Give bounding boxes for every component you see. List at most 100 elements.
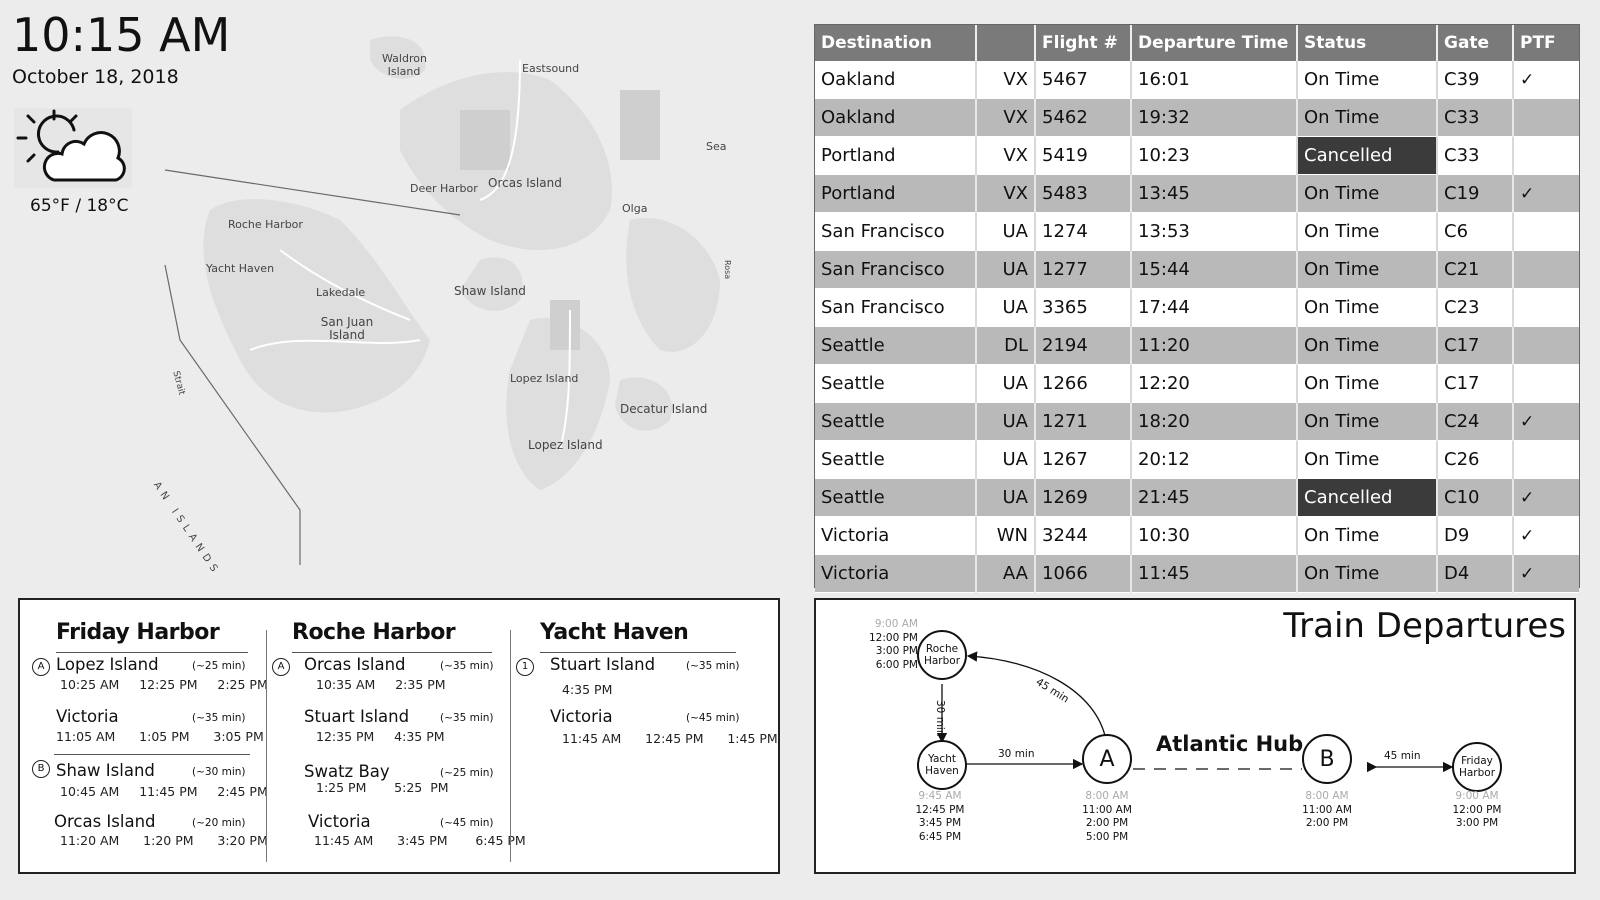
route-times: 4:35 PM bbox=[562, 682, 613, 697]
flight-carrier-cell: DL bbox=[976, 326, 1036, 365]
flight-gate-cell: D9 bbox=[1437, 516, 1514, 555]
flight-num-cell: 1269 bbox=[1035, 478, 1132, 517]
route-times: 10:45 AM 11:45 PM 2:45 PM bbox=[60, 784, 268, 799]
time: 5:00 PM bbox=[1085, 830, 1129, 843]
station-yacht-haven[interactable]: Yacht Haven bbox=[917, 740, 967, 790]
station-friday-harbor[interactable]: Friday Harbor bbox=[1452, 742, 1502, 792]
column-header bbox=[976, 25, 1036, 61]
flight-row[interactable]: Oakland VX 5462 19:32 On Time C33 bbox=[815, 98, 1579, 137]
map-label: Sea bbox=[706, 140, 727, 153]
flight-num-cell: 1274 bbox=[1035, 212, 1132, 251]
map-label: Orcas Island bbox=[488, 176, 562, 190]
flight-ptf-cell bbox=[1513, 98, 1579, 137]
map-label: Shaw Island bbox=[454, 284, 526, 298]
flight-row[interactable]: Portland VX 5419 10:23 Cancelled C33 bbox=[815, 136, 1579, 175]
time: 6:00 PM bbox=[875, 658, 918, 671]
time: 8:00 AM bbox=[1085, 790, 1129, 802]
weather-temperature: 65°F / 18°C bbox=[30, 196, 129, 216]
flight-gate-cell: C33 bbox=[1437, 136, 1514, 175]
map-label: Olga bbox=[622, 202, 648, 215]
column-header: Gate bbox=[1437, 25, 1514, 61]
divider bbox=[540, 652, 736, 653]
flight-gate-cell: C24 bbox=[1437, 402, 1514, 441]
flight-num-cell: 5462 bbox=[1035, 98, 1132, 137]
station-roche-harbor[interactable]: Roche Harbor bbox=[917, 630, 967, 680]
flight-gate-cell: C17 bbox=[1437, 326, 1514, 365]
flight-status-cell: On Time bbox=[1297, 440, 1438, 479]
flight-carrier-cell: UA bbox=[976, 250, 1036, 289]
flight-carrier-cell: UA bbox=[976, 212, 1036, 251]
train-route-lines bbox=[936, 651, 1454, 773]
flight-row[interactable]: Victoria WN 3244 10:30 On Time D9 ✓ bbox=[815, 516, 1579, 555]
flight-row[interactable]: Seattle UA 1267 20:12 On Time C26 bbox=[815, 440, 1579, 479]
route-badge: A bbox=[272, 658, 290, 676]
route-duration: (~20 min) bbox=[192, 817, 246, 829]
flight-dest-cell: San Francisco bbox=[815, 250, 977, 289]
flight-row[interactable]: San Francisco UA 1277 15:44 On Time C21 bbox=[815, 250, 1579, 289]
flight-gate-cell: C23 bbox=[1437, 288, 1514, 327]
flight-ptf-cell: ✓ bbox=[1513, 516, 1579, 555]
clock-date: October 18, 2018 bbox=[12, 66, 179, 88]
station-label: Friday Harbor bbox=[1458, 755, 1496, 779]
harbor-title-yacht: Yacht Haven bbox=[540, 620, 689, 645]
flight-row[interactable]: San Francisco UA 3365 17:44 On Time C23 bbox=[815, 288, 1579, 327]
route-times: 11:45 AM 12:45 PM 1:45 PM bbox=[562, 731, 778, 746]
route-destination: Stuart Island bbox=[304, 707, 410, 726]
station-a[interactable]: A bbox=[1082, 734, 1132, 784]
route-duration: (~45 min) bbox=[686, 712, 740, 724]
flight-carrier-cell: AA bbox=[976, 554, 1036, 593]
flight-row[interactable]: Seattle DL 2194 11:20 On Time C17 bbox=[815, 326, 1579, 365]
column-header: PTF bbox=[1513, 25, 1579, 61]
flight-gate-cell: C6 bbox=[1437, 212, 1514, 251]
flight-ptf-cell bbox=[1513, 212, 1579, 251]
island-map[interactable]: Waldron Island Eastsound Sea Deer Harbor… bbox=[150, 20, 750, 580]
flight-num-cell: 2194 bbox=[1035, 326, 1132, 365]
route-duration: (~35 min) bbox=[686, 660, 740, 672]
flight-ptf-cell bbox=[1513, 440, 1579, 479]
flight-num-cell: 5483 bbox=[1035, 174, 1132, 213]
flight-status-cell: On Time bbox=[1297, 250, 1438, 289]
route-destination: Stuart Island bbox=[550, 655, 656, 674]
flight-time-cell: 13:45 bbox=[1131, 174, 1298, 213]
flight-num-cell: 3365 bbox=[1035, 288, 1132, 327]
divider bbox=[54, 754, 250, 755]
flight-gate-cell: C33 bbox=[1437, 98, 1514, 137]
flight-row[interactable]: San Francisco UA 1274 13:53 On Time C6 bbox=[815, 212, 1579, 251]
time: 12:00 PM bbox=[869, 631, 918, 644]
flight-row[interactable]: Oakland VX 5467 16:01 On Time C39 ✓ bbox=[815, 61, 1579, 99]
flight-num-cell: 5419 bbox=[1035, 136, 1132, 175]
flight-row[interactable]: Seattle UA 1266 12:20 On Time C17 bbox=[815, 364, 1579, 403]
route-destination: Victoria bbox=[550, 707, 613, 726]
route-duration: (~45 min) bbox=[440, 817, 494, 829]
route-duration: (~35 min) bbox=[192, 712, 246, 724]
map-label: Lopez Island bbox=[528, 438, 603, 452]
route-duration: (~25 min) bbox=[440, 767, 494, 779]
flight-status-cell: On Time bbox=[1297, 364, 1438, 403]
route-duration: (~35 min) bbox=[440, 660, 494, 672]
flight-row[interactable]: Victoria AA 1066 11:45 On Time D4 ✓ bbox=[815, 554, 1579, 593]
station-b[interactable]: B bbox=[1302, 734, 1352, 784]
flight-carrier-cell: UA bbox=[976, 288, 1036, 327]
flight-time-cell: 11:20 bbox=[1131, 326, 1298, 365]
column-header: Departure Time bbox=[1131, 25, 1298, 61]
route-duration: (~30 min) bbox=[192, 766, 246, 778]
flight-ptf-cell: ✓ bbox=[1513, 402, 1579, 441]
map-label: Waldron Island bbox=[382, 52, 427, 78]
time: 2:00 PM bbox=[1305, 817, 1349, 829]
flight-dest-cell: Seattle bbox=[815, 478, 977, 517]
flight-row[interactable]: Seattle UA 1269 21:45 Cancelled C10 ✓ bbox=[815, 478, 1579, 517]
flight-gate-cell: C21 bbox=[1437, 250, 1514, 289]
map-label: San Juan Island bbox=[320, 315, 374, 342]
flight-carrier-cell: UA bbox=[976, 364, 1036, 403]
map-label: Eastsound bbox=[522, 62, 580, 75]
flight-carrier-cell: VX bbox=[976, 136, 1036, 175]
route-times: 10:25 AM 12:25 PM 2:25 PM bbox=[60, 677, 268, 692]
train-departures-panel: Train Departures 30 min 30 min 45 min 45… bbox=[814, 598, 1576, 874]
flight-carrier-cell: UA bbox=[976, 402, 1036, 441]
flight-dest-cell: Oakland bbox=[815, 61, 977, 99]
flight-row[interactable]: Portland VX 5483 13:45 On Time C19 ✓ bbox=[815, 174, 1579, 213]
time: 3:00 PM bbox=[1455, 817, 1499, 829]
flight-time-cell: 18:20 bbox=[1131, 402, 1298, 441]
flight-ptf-cell bbox=[1513, 136, 1579, 175]
flight-row[interactable]: Seattle UA 1271 18:20 On Time C24 ✓ bbox=[815, 402, 1579, 441]
